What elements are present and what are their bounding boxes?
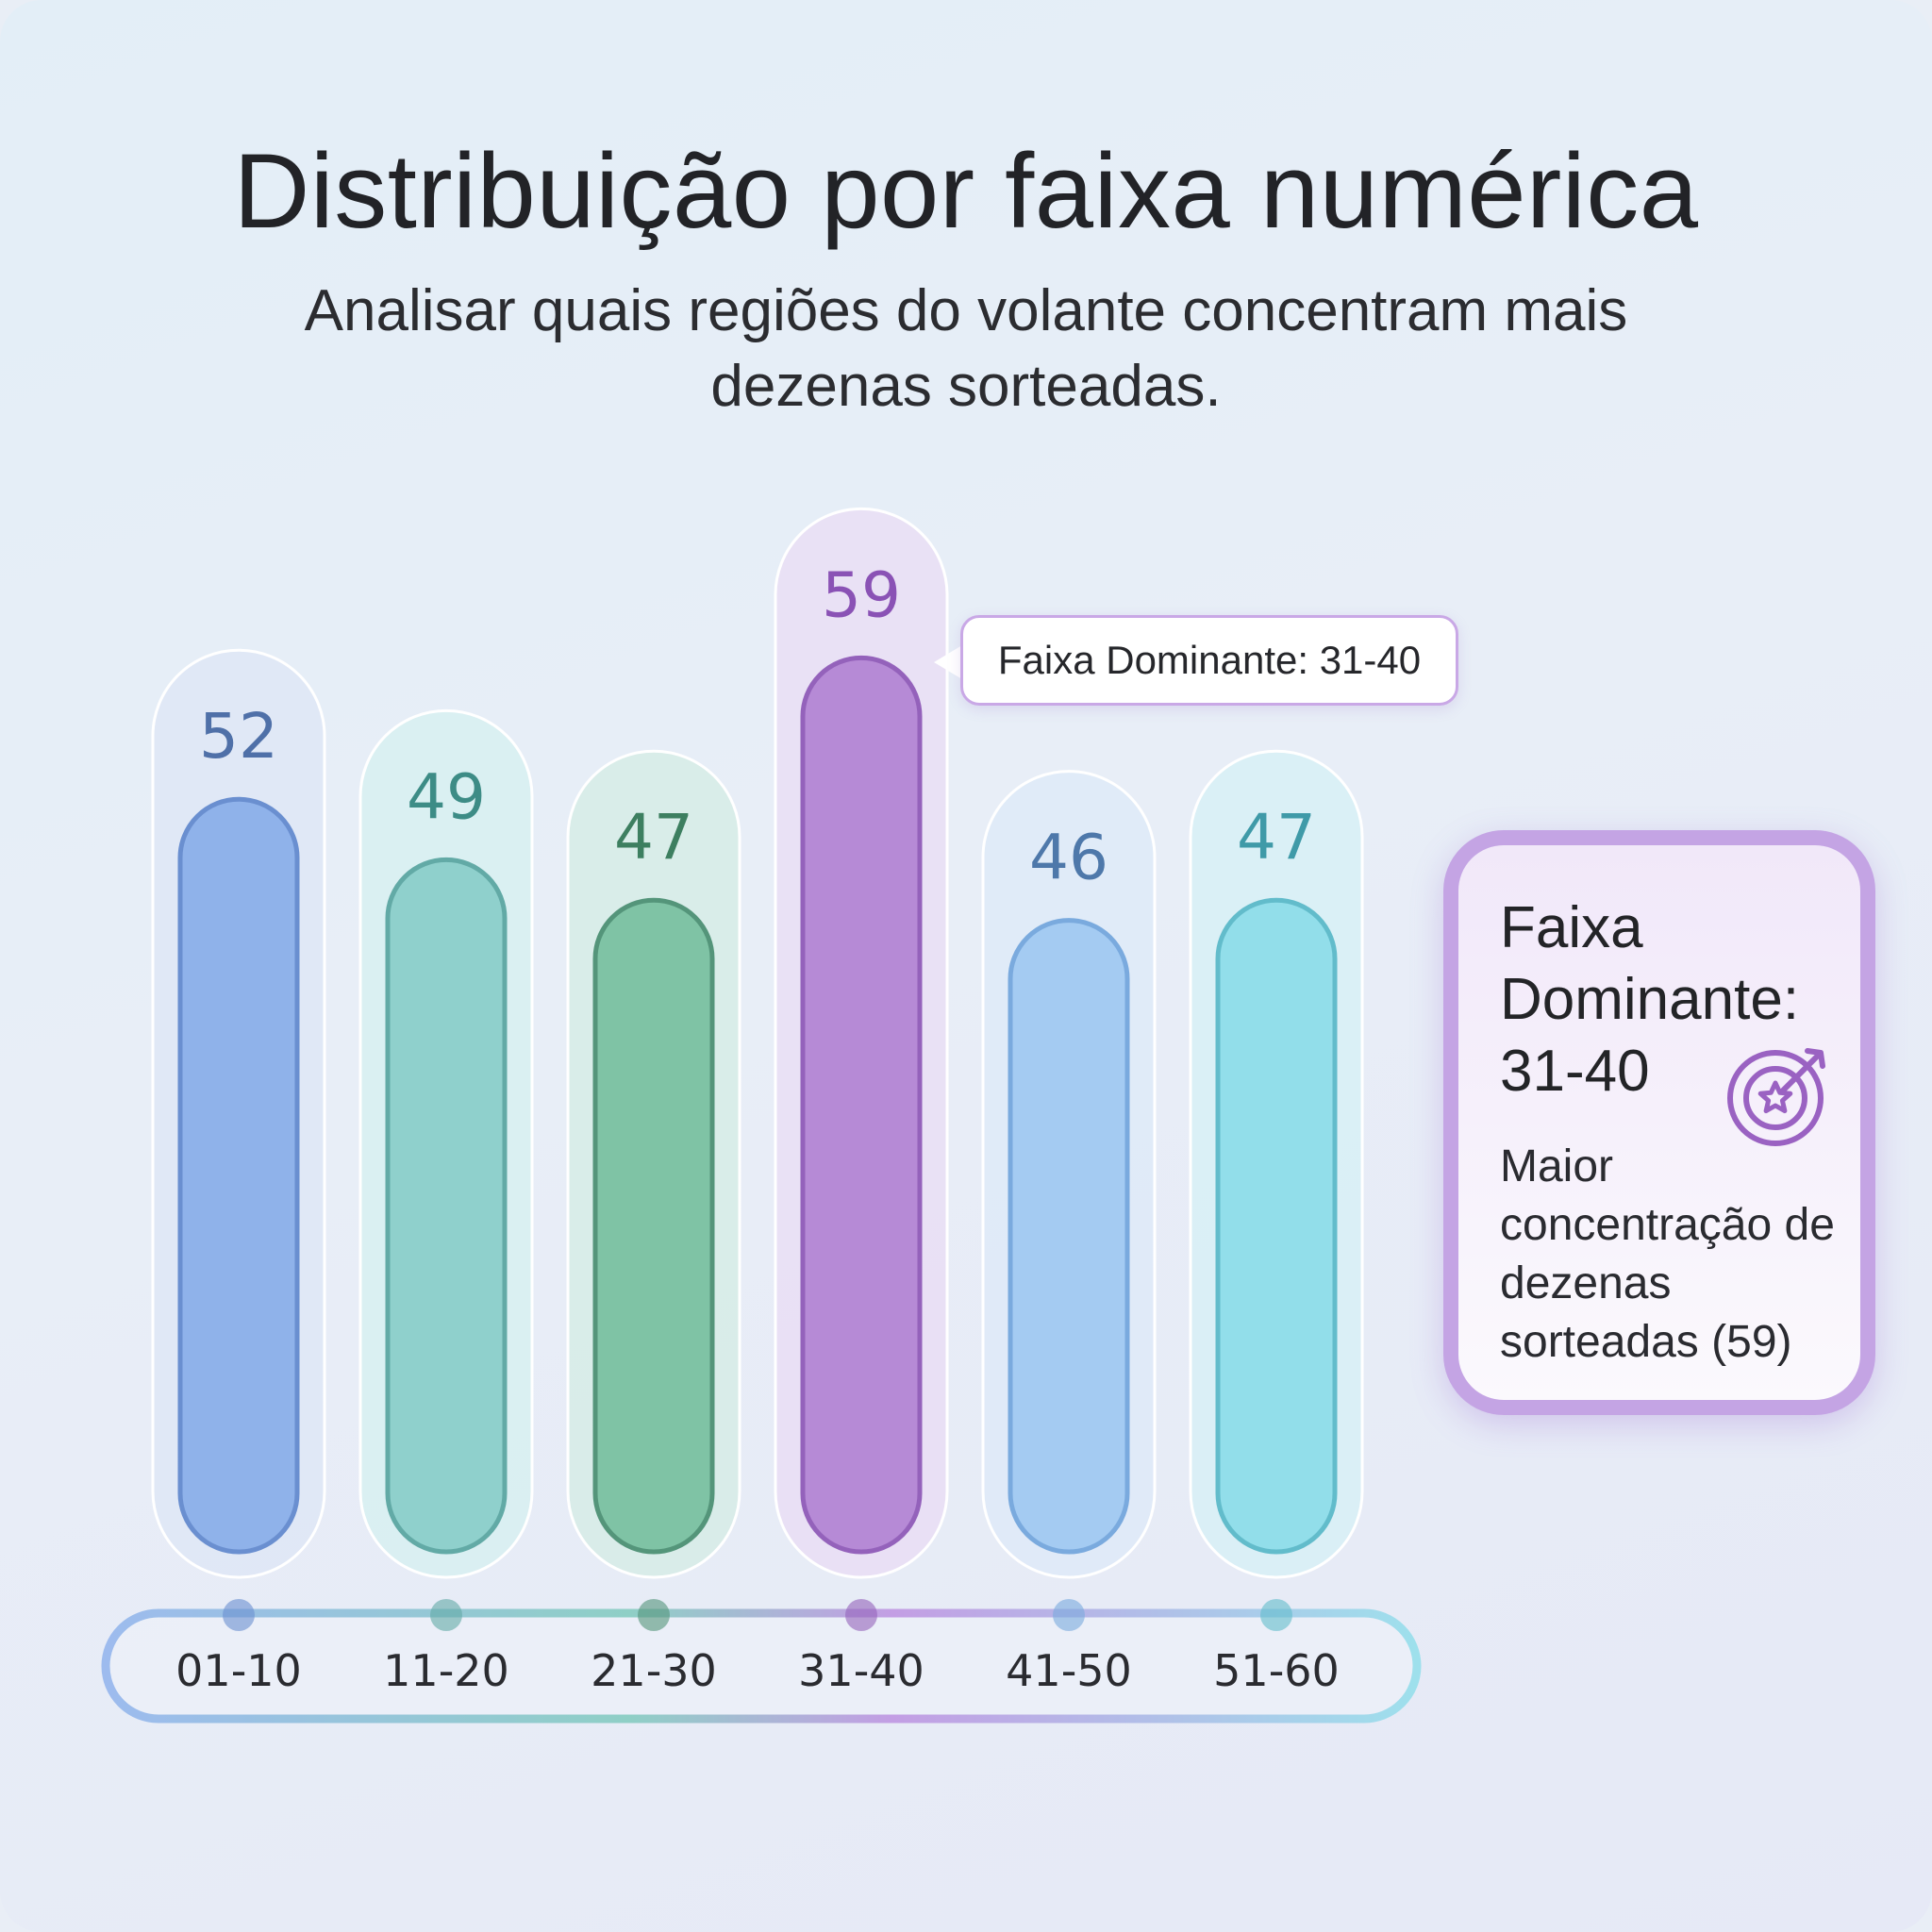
bar-value-label: 59 (822, 558, 901, 631)
bar-41-50[interactable] (1008, 918, 1130, 1555)
x-tick-label: 31-40 (798, 1645, 924, 1696)
axis-dot (430, 1599, 462, 1631)
x-tick-label: 51-60 (1213, 1645, 1340, 1696)
bar-value-label: 47 (614, 801, 693, 874)
bar-21-30[interactable] (592, 897, 715, 1555)
dominant-info-card: Faixa Dominante: 31-40 Maior concentraçã… (1443, 830, 1875, 1415)
x-tick-label: 11-20 (383, 1645, 509, 1696)
x-tick-label: 41-50 (1006, 1645, 1132, 1696)
bar-11-20[interactable] (385, 857, 508, 1555)
axis-dot (845, 1599, 877, 1631)
x-axis-track (101, 1608, 1422, 1724)
axis-dot (1260, 1599, 1292, 1631)
tooltip-arrow (934, 645, 962, 679)
bar-31-40[interactable] (800, 655, 923, 1555)
info-card-description: Maior concentração de dezenas sorteadas … (1500, 1141, 1835, 1367)
x-tick-label: 01-10 (175, 1645, 302, 1696)
chart-title: Distribuição por faixa numérica (233, 132, 1699, 250)
bar-51-60[interactable] (1215, 897, 1338, 1555)
bar-value-label: 47 (1237, 801, 1316, 874)
x-tick-label: 21-30 (591, 1645, 717, 1696)
axis-dot (638, 1599, 670, 1631)
bar-01-10[interactable] (177, 796, 300, 1555)
bar-value-label: 46 (1029, 822, 1108, 894)
bar-value-label: 52 (199, 700, 278, 773)
chart-subtitle: Analisar quais regiões do volante concen… (304, 278, 1628, 419)
target-star-icon (1727, 1048, 1825, 1146)
info-card-title: Faixa Dominante: 31-40 (1500, 895, 1800, 1104)
axis-dot (1053, 1599, 1085, 1631)
dominant-tooltip: Faixa Dominante: 31-40 (960, 615, 1458, 706)
axis-dot (223, 1599, 255, 1631)
bar-value-label: 49 (407, 760, 486, 833)
